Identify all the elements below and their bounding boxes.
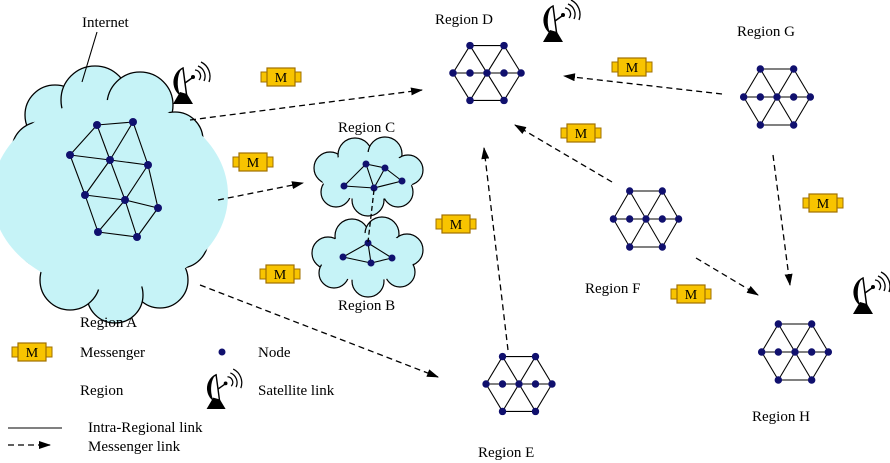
legend-node: Node (258, 345, 291, 361)
messenger-letter: M (247, 156, 260, 171)
messenger-links (189, 73, 793, 378)
legend: Messenger Node Region Satellite link Int… (8, 345, 335, 455)
legend-region: Region (80, 383, 124, 399)
legend-intra-regional-link: Intra-Regional link (88, 420, 203, 436)
node-dot-icon (218, 348, 226, 356)
region-c-label: Region C (338, 120, 395, 136)
region-b-label: Region B (338, 298, 395, 314)
messenger-letter: M (275, 71, 288, 86)
messenger-letter: M (817, 197, 830, 212)
region-f-network (609, 186, 683, 252)
satellite-dish-icon (542, 0, 581, 43)
satellite-dish-icon (172, 61, 211, 105)
region-g-label: Region G (737, 24, 795, 40)
satellite-dish-icon (852, 271, 890, 315)
messenger-letter: M (26, 346, 39, 361)
messenger-letter: M (274, 268, 287, 283)
region-h-network (757, 319, 833, 385)
region-e-label: Region E (478, 445, 534, 461)
region-c-cloud (313, 136, 424, 217)
region-a-nodes (66, 118, 162, 241)
messenger-letter: M (685, 288, 698, 303)
link-b-c (367, 189, 375, 243)
region-b-cloud (311, 216, 424, 298)
internet-label: Internet (82, 15, 129, 31)
region-d-network (448, 41, 526, 105)
region-labels: Internet Region A Region B Region C Regi… (80, 12, 810, 461)
region-d-label: Region D (435, 12, 493, 28)
internet-link (81, 31, 98, 83)
region-h-label: Region H (752, 409, 810, 425)
satellite-dish-icon (205, 368, 243, 410)
legend-messenger: Messenger (80, 345, 145, 361)
region-a-label: Region A (80, 315, 137, 331)
messenger-letter: M (575, 127, 588, 142)
region-g-network (739, 64, 815, 130)
messenger-letter: M (450, 218, 463, 233)
region-e-network (481, 352, 557, 416)
region-f-label: Region F (585, 281, 640, 297)
legend-satellite-link: Satellite link (258, 383, 335, 399)
region-a-cloud (0, 65, 228, 324)
legend-messenger-link: Messenger link (88, 439, 181, 455)
messenger-letter: M (626, 61, 639, 76)
